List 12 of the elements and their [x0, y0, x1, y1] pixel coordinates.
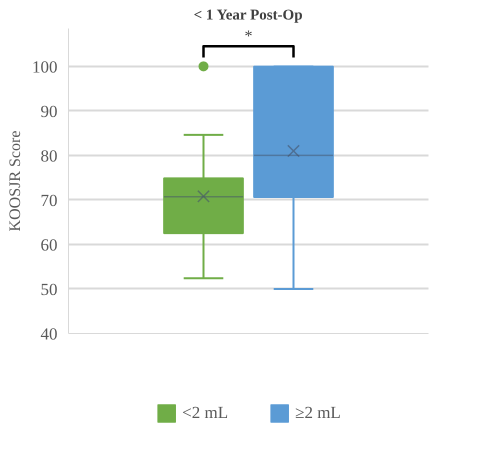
y-tick-label: 40: [40, 324, 58, 344]
y-tick-label: 90: [40, 102, 58, 121]
annotation: *: [244, 28, 252, 46]
y-tick-label: 50: [40, 280, 58, 299]
y-tick-label: 100: [32, 57, 58, 76]
y-tick-label: 70: [40, 190, 58, 210]
legend-label: ≥2 mL: [295, 403, 341, 423]
legend-label: <2 mL: [182, 403, 228, 423]
y-tick-label: 80: [40, 146, 58, 166]
y-axis-title: KOOSJR Score: [7, 130, 24, 232]
chart-title: < 1 Year Post-Op: [194, 8, 303, 24]
y-tick-label: 60: [40, 235, 58, 254]
